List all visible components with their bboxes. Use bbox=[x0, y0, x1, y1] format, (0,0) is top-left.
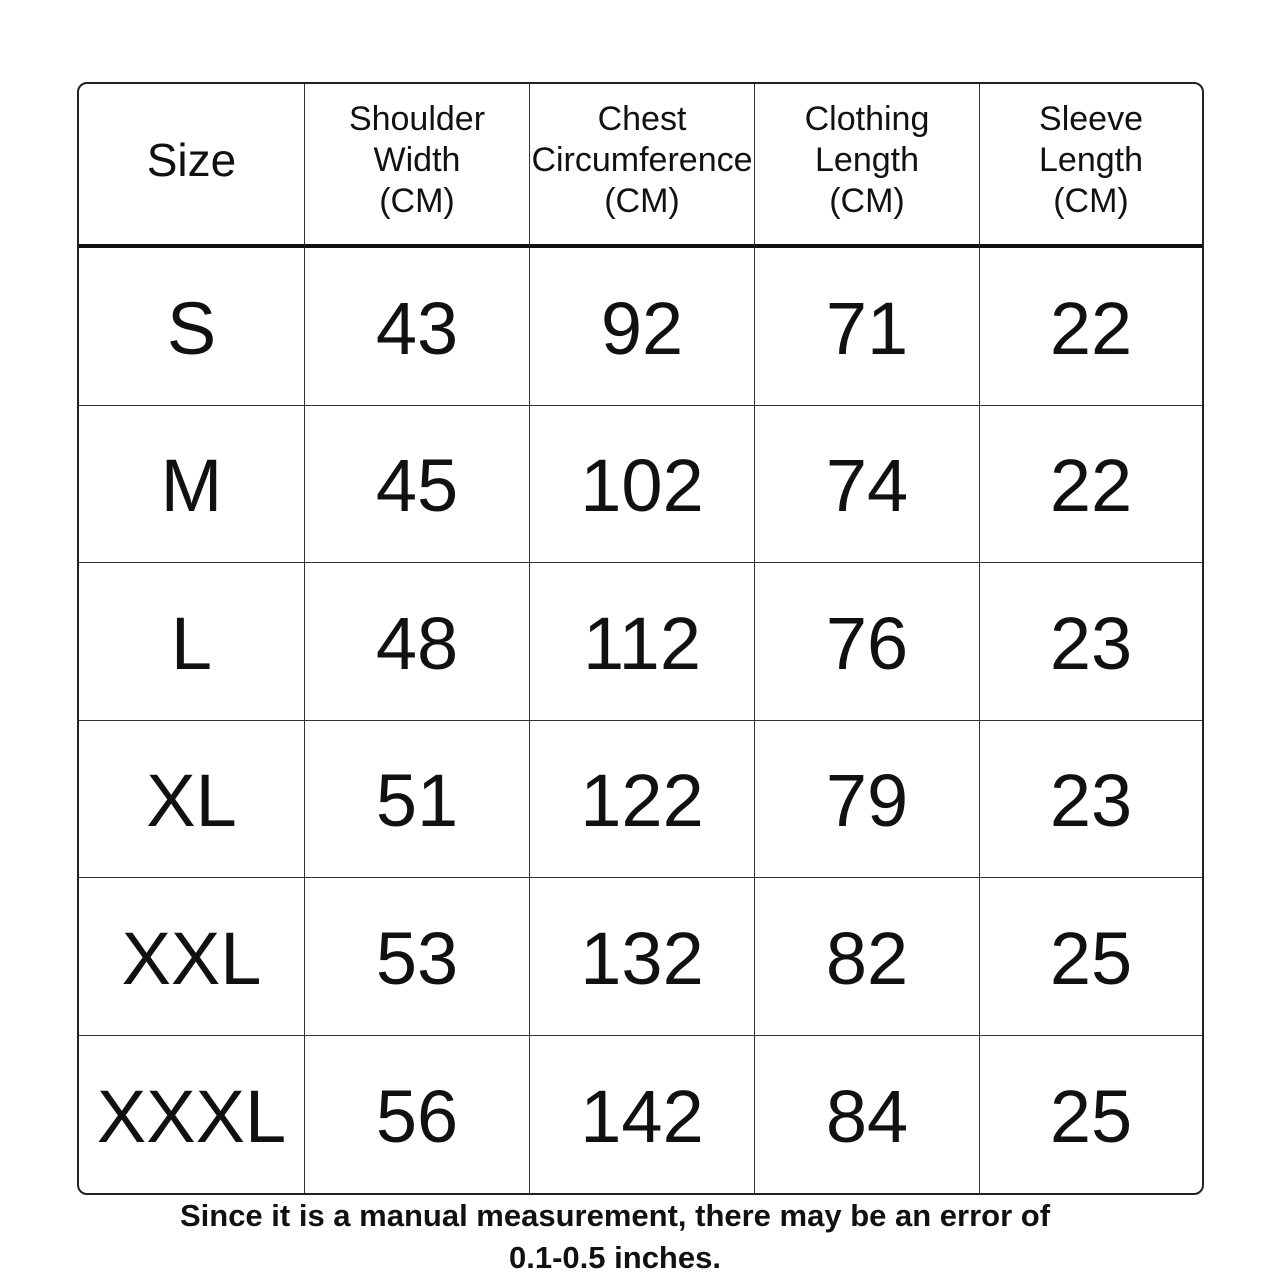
measurement-note-line-2: 0.1-0.5 inches. bbox=[509, 1240, 721, 1275]
cell-clothing-length: 84 bbox=[755, 1035, 980, 1193]
header-chest-circumference: Chest Circumference (CM) bbox=[530, 84, 755, 248]
cell-chest-circumference: 132 bbox=[530, 878, 755, 1036]
cell-shoulder-width: 48 bbox=[305, 563, 530, 721]
cell-sleeve-length: 23 bbox=[980, 721, 1202, 878]
cell-size: XL bbox=[79, 720, 305, 878]
cell-shoulder-width: 51 bbox=[305, 720, 530, 878]
measurement-note: Since it is a manual measurement, there … bbox=[0, 1195, 1230, 1279]
cell-shoulder-width: 45 bbox=[305, 405, 530, 563]
cell-size: L bbox=[79, 563, 305, 721]
cell-clothing-length: 82 bbox=[755, 878, 980, 1036]
header-shoulder-width: Shoulder Width (CM) bbox=[305, 84, 530, 248]
cell-size: S bbox=[79, 248, 305, 406]
cell-size: XXL bbox=[79, 878, 305, 1036]
cell-size: M bbox=[79, 405, 305, 563]
cell-clothing-length: 76 bbox=[755, 563, 980, 721]
cell-clothing-length: 79 bbox=[755, 720, 980, 878]
cell-shoulder-width: 56 bbox=[305, 1035, 530, 1193]
cell-shoulder-width: 53 bbox=[305, 878, 530, 1036]
cell-sleeve-length: 23 bbox=[980, 563, 1202, 721]
cell-clothing-length: 74 bbox=[755, 405, 980, 563]
header-sleeve-length: Sleeve Length (CM) bbox=[980, 84, 1202, 248]
cell-sleeve-length: 25 bbox=[980, 878, 1202, 1036]
cell-chest-circumference: 92 bbox=[530, 248, 755, 406]
cell-clothing-length: 71 bbox=[755, 248, 980, 406]
measurement-note-line-1: Since it is a manual measurement, there … bbox=[179, 1198, 1051, 1233]
cell-chest-circumference: 122 bbox=[530, 720, 755, 878]
header-clothing-length: Clothing Length (CM) bbox=[755, 84, 980, 248]
cell-chest-circumference: 142 bbox=[530, 1035, 755, 1193]
cell-shoulder-width: 43 bbox=[305, 248, 530, 406]
cell-chest-circumference: 102 bbox=[530, 405, 755, 563]
header-size: Size bbox=[79, 84, 305, 248]
cell-sleeve-length: 25 bbox=[1049, 1074, 1133, 1158]
cell-chest-circumference: 112 bbox=[530, 563, 755, 721]
cell-size: XXXL bbox=[79, 1035, 305, 1193]
size-chart-table: Size Shoulder Width (CM) Chest Circumferen… bbox=[77, 82, 1204, 1195]
cell-sleeve-length: 22 bbox=[980, 406, 1202, 563]
cell-sleeve-length: 22 bbox=[980, 248, 1202, 406]
